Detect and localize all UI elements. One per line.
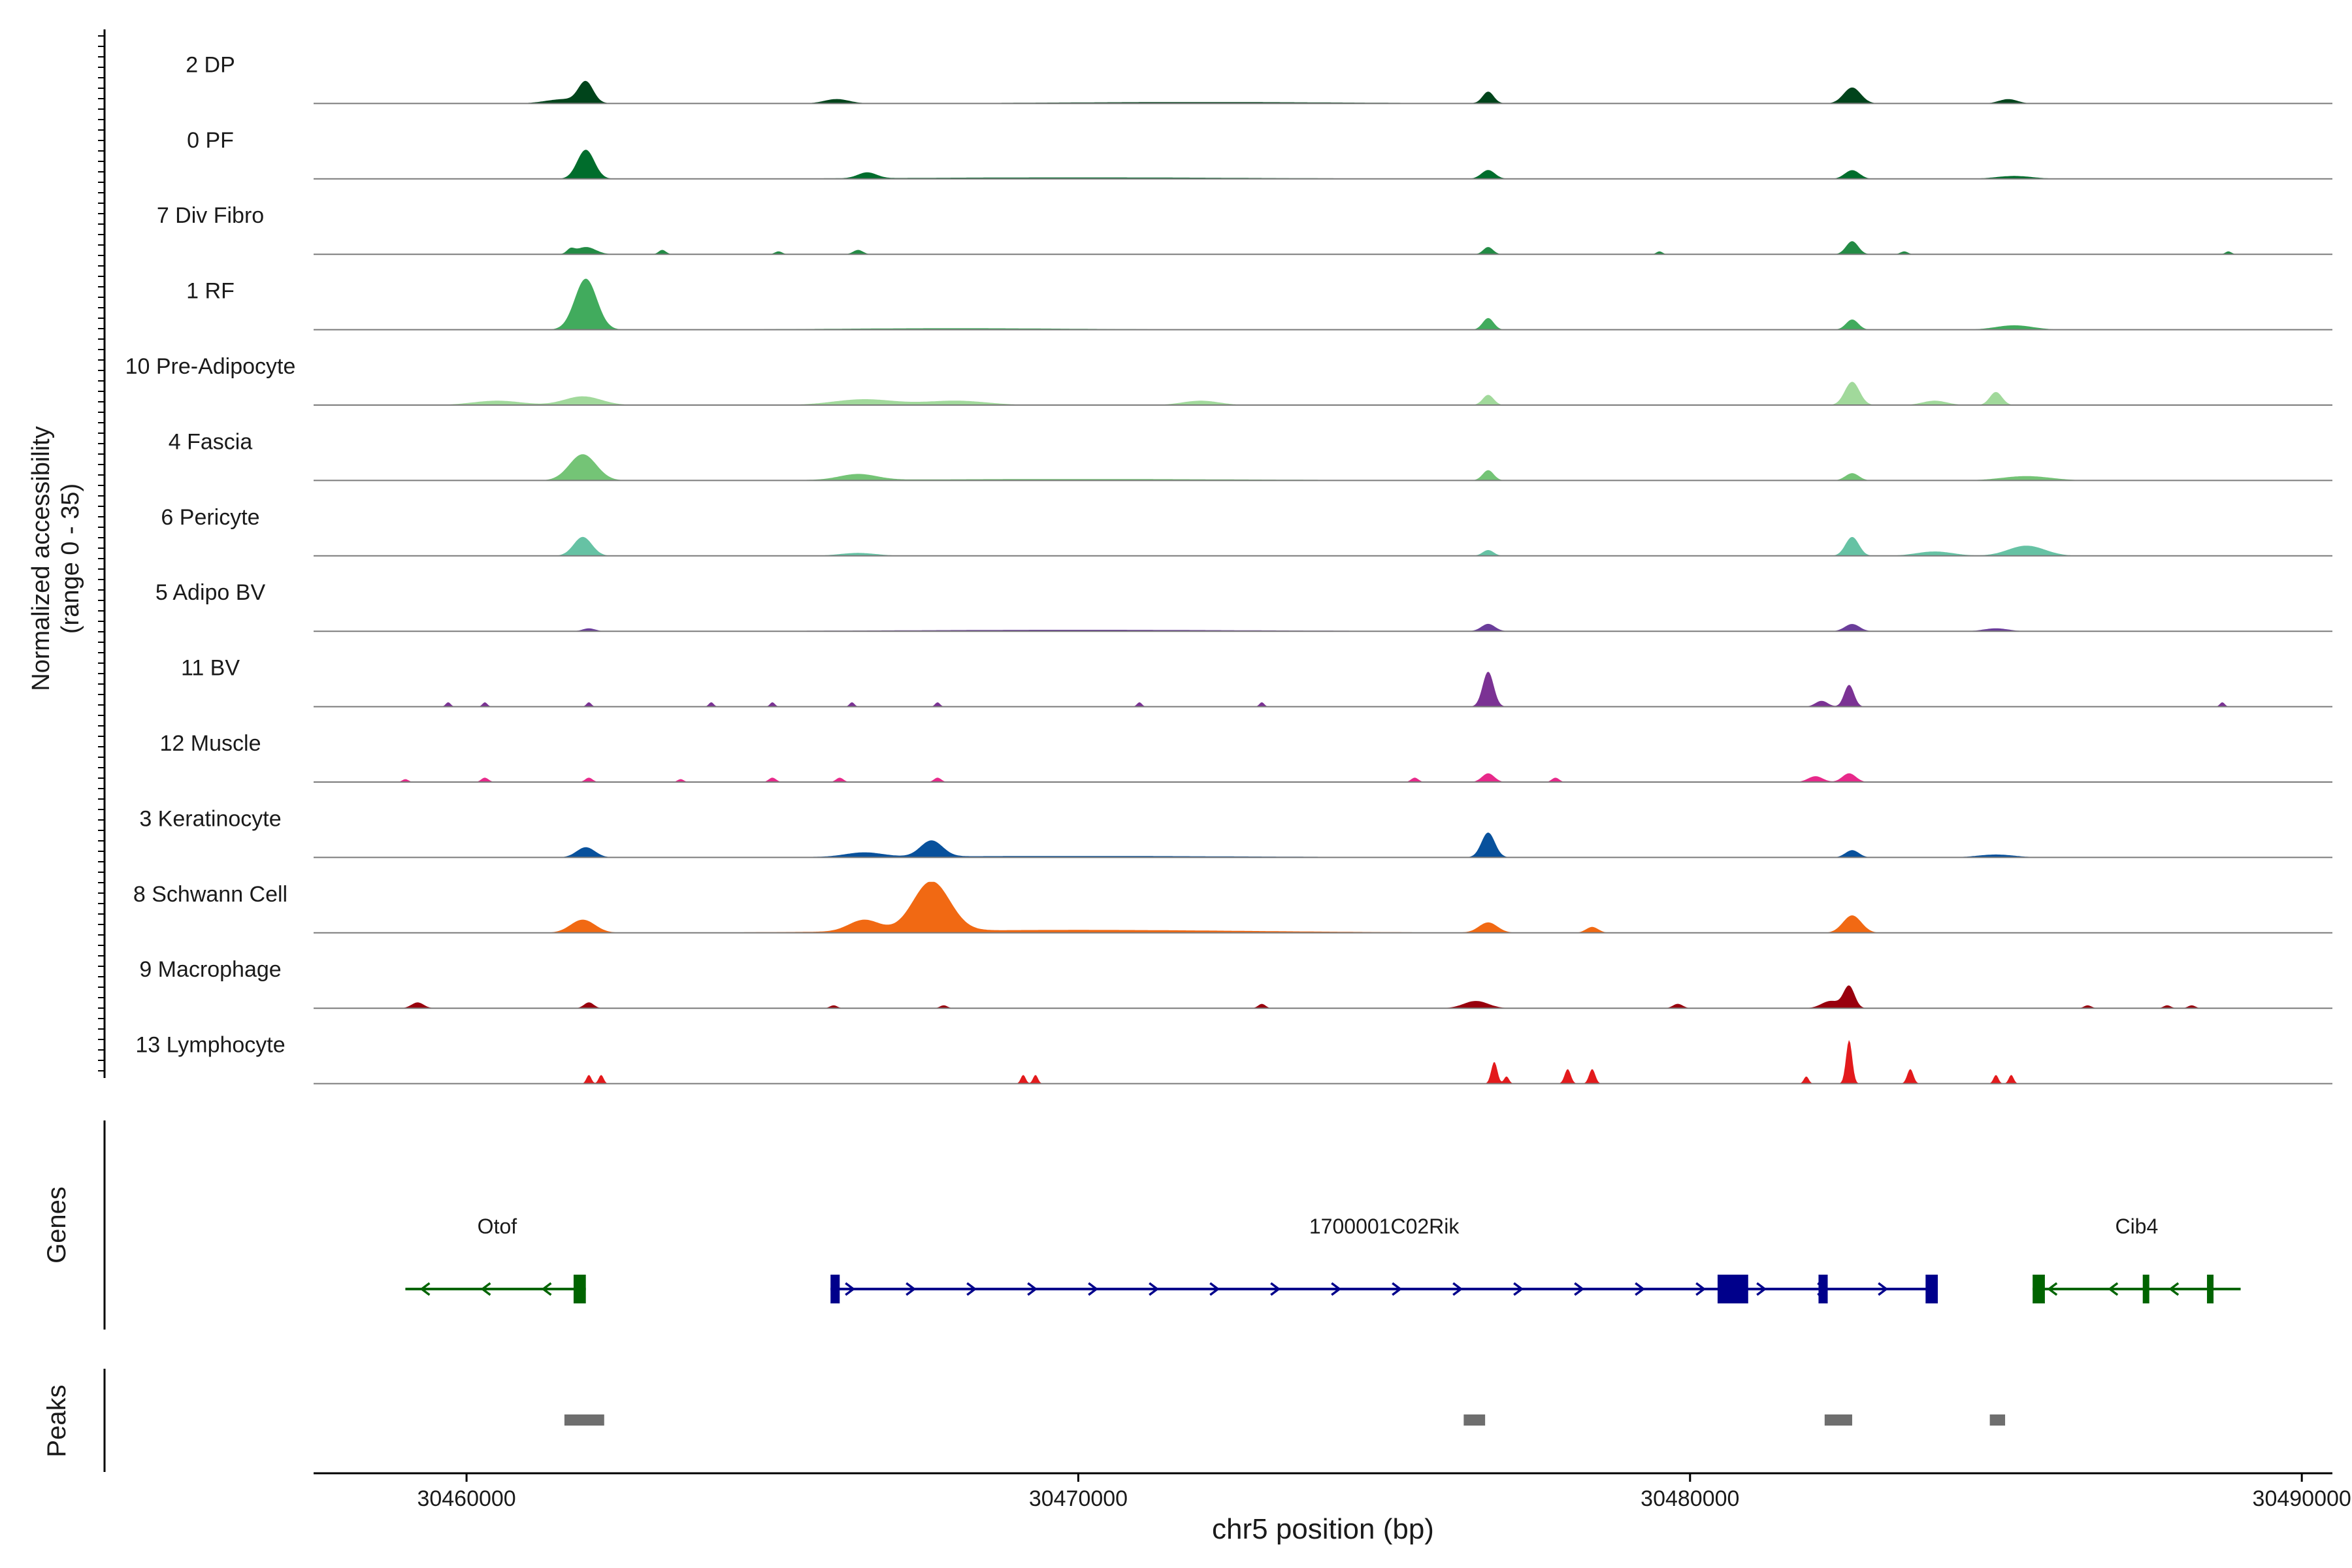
strand-arrow [1209, 1282, 1220, 1296]
track-label: 6 Pericyte [161, 505, 259, 530]
strand-arrow [1635, 1282, 1646, 1296]
strand-arrow [966, 1282, 977, 1296]
track-10: 12 Muscle [160, 731, 2332, 783]
x-axis: 30460000 30470000 30480000 30490000 chr5 po… [314, 1472, 2351, 1545]
track-label: 11 BV [181, 656, 240, 681]
exon [1717, 1275, 1748, 1303]
strand-arrow [845, 1282, 856, 1296]
track-coverage [314, 536, 2332, 556]
track-4: 1 RF [186, 278, 2332, 331]
track-label: 10 Pre-Adipocyte [125, 354, 296, 379]
strand-arrow [1756, 1282, 1767, 1296]
gene-Cib4: Cib4 [2033, 1215, 2241, 1303]
peak-region [564, 1414, 604, 1426]
exon [2142, 1275, 2149, 1303]
x-tick-label: 30470000 [1029, 1486, 1128, 1511]
peak-region [1989, 1414, 2006, 1426]
track-coverage [314, 773, 2332, 782]
genes-panel: Genes Otof 1700001C02Rik Cib4 [42, 1120, 2241, 1330]
strand-arrow [1270, 1282, 1281, 1296]
track-coverage [314, 278, 2332, 330]
strand-arrow [906, 1282, 917, 1296]
x-tick-label: 30460000 [417, 1486, 515, 1511]
x-tick-label: 30480000 [1641, 1486, 1739, 1511]
track-3: 7 Div Fibro [157, 203, 2332, 255]
strand-arrow [480, 1282, 491, 1296]
track-label: 13 Lymphocyte [135, 1033, 285, 1058]
genes-panel-title: Genes [42, 1186, 71, 1264]
peaks-panel-title: Peaks [42, 1384, 71, 1457]
x-tick-label: 30490000 [2253, 1486, 2351, 1511]
track-coverage [314, 623, 2332, 632]
gene-1700001C02Rik: 1700001C02Rik [830, 1215, 1938, 1303]
peak-region [1824, 1414, 1852, 1426]
strand-arrow [1574, 1282, 1585, 1296]
track-coverage [314, 881, 2332, 933]
track-6: 4 Fascia [169, 429, 2332, 482]
track-coverage [314, 80, 2332, 104]
track-coverage [314, 985, 2332, 1009]
y-axis-ticks [98, 35, 105, 1071]
exon [1818, 1275, 1828, 1303]
strand-arrow [1392, 1282, 1403, 1296]
track-coverage [314, 832, 2332, 858]
track-label: 1 RF [186, 279, 235, 304]
gene-label: Otof [478, 1215, 517, 1238]
track-coverage [314, 150, 2332, 179]
strand-arrow [1088, 1282, 1099, 1296]
track-13: 9 Macrophage [139, 957, 2332, 1009]
y-axis-label-line2: (range 0 - 35) [57, 483, 84, 634]
track-coverage [314, 1039, 2332, 1084]
gene-Otof: Otof [405, 1215, 586, 1303]
track-label: 5 Adipo BV [155, 580, 266, 605]
strand-arrow [1149, 1282, 1160, 1296]
y-axis: Normalized accessibility (range 0 - 35) [27, 29, 106, 1078]
track-label: 7 Div Fibro [157, 203, 264, 228]
exon [2033, 1275, 2045, 1303]
track-12: 8 Schwann Cell [133, 881, 2332, 934]
strand-arrow [1513, 1282, 1524, 1296]
track-label: 4 Fascia [169, 429, 253, 454]
strand-arrow [1452, 1282, 1463, 1296]
track-label: 3 Keratinocyte [139, 806, 281, 831]
strand-arrow [2168, 1282, 2180, 1296]
track-coverage [314, 672, 2332, 707]
strand-arrow [2047, 1282, 2058, 1296]
exon [830, 1275, 840, 1303]
track-coverage [314, 382, 2332, 405]
strand-arrow [1027, 1282, 1038, 1296]
track-5: 10 Pre-Adipocyte [125, 354, 2332, 406]
exon [2207, 1275, 2214, 1303]
track-label: 8 Schwann Cell [133, 882, 287, 907]
track-8: 5 Adipo BV [155, 580, 2332, 632]
track-label: 9 Macrophage [139, 957, 281, 982]
strand-arrow [1878, 1282, 1889, 1296]
track-label: 12 Muscle [160, 731, 261, 756]
peak-region [1463, 1414, 1486, 1426]
gene-label: 1700001C02Rik [1309, 1215, 1460, 1238]
track-9: 11 BV [181, 656, 2332, 708]
strand-arrow [1331, 1282, 1342, 1296]
track-label: 2 DP [186, 52, 235, 77]
track-label: 0 PF [187, 128, 234, 153]
track-1: 2 DP [186, 52, 2332, 105]
track-7: 6 Pericyte [161, 505, 2332, 557]
strand-arrow [541, 1282, 552, 1296]
track-14: 13 Lymphocyte [135, 1033, 2332, 1085]
strand-arrow [419, 1282, 431, 1296]
x-axis-label: chr5 position (bp) [1212, 1513, 1434, 1545]
y-axis-label-line1: Normalized accessibility [27, 426, 55, 691]
track-coverage [314, 241, 2332, 255]
track-2: 0 PF [187, 128, 2332, 180]
track-11: 3 Keratinocyte [139, 806, 2332, 858]
gene-label: Cib4 [2115, 1215, 2158, 1238]
strand-arrow [2108, 1282, 2119, 1296]
strand-arrow [1695, 1282, 1707, 1296]
track-coverage [314, 454, 2332, 481]
exon [573, 1275, 586, 1303]
exon [1925, 1275, 1938, 1303]
coverage-tracks: 2 DP 0 PF 7 Div Fibro 1 RF 10 Pre-Adipocyte 4… [125, 52, 2332, 1085]
peaks-panel: Peaks [42, 1369, 2006, 1472]
